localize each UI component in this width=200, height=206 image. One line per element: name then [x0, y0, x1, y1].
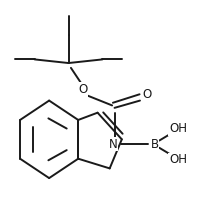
Text: O: O — [143, 88, 152, 101]
Text: OH: OH — [169, 153, 187, 166]
Text: B: B — [150, 138, 159, 151]
Text: N: N — [109, 138, 118, 151]
Text: OH: OH — [169, 122, 187, 135]
Text: O: O — [78, 83, 88, 96]
